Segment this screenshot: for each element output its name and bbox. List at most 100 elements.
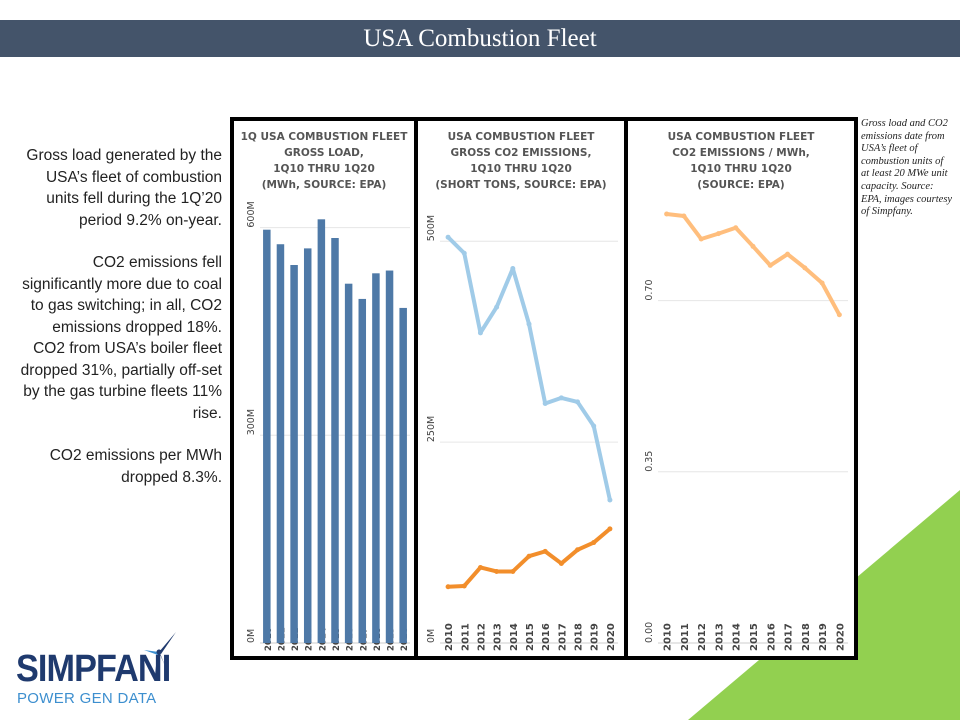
data-point-2020 [607, 526, 613, 532]
x-tick-label: 2017 [784, 623, 795, 651]
chart-title-line: 1Q10 THRU 1Q20 [690, 163, 792, 175]
x-tick-label: 2017 [557, 623, 568, 651]
y-tick-label: 0.70 [644, 279, 655, 300]
bar-2015 [331, 238, 339, 643]
chart-gross-load-title: 1Q USA COMBUSTION FLEET GROSS LOAD, 1Q10… [234, 129, 414, 193]
y-tick-label: 0.35 [644, 451, 655, 472]
chart-co2-per-mwh: 0.00 0.35 0.70 2010 2011 2012 2013 2014 2015 2016… [628, 121, 854, 656]
x-tick-label: 2018 [574, 623, 585, 651]
data-point-2014 [510, 568, 516, 574]
charts-frame: 0M 300M 600M 2010 2011 2012 2013 2014 2015 2016 20… [230, 117, 858, 660]
x-tick-label: 2020 [606, 623, 617, 651]
data-point-2012 [698, 236, 704, 242]
data-point-2016 [542, 548, 548, 554]
wind-turbine-icon [144, 632, 176, 681]
logo-wordmark: SIMPFANI [16, 648, 171, 690]
data-point-2011 [461, 250, 467, 256]
chart-title-line: (MWh, SOURCE: EPA) [261, 179, 387, 191]
series-line-light_orange [664, 212, 842, 317]
bar-2019 [385, 270, 394, 643]
chart-gross-co2: 0M 250M 500M 2010 2011 2012 2013 2014 2015 2016 20… [418, 121, 624, 656]
y-tick-label: 0.00 [644, 622, 655, 643]
summary-paragraph-1: Gross load generated by the USA’s fleet … [26, 147, 222, 229]
series-line-light_blue [446, 235, 612, 502]
x-tick-label: 2013 [714, 623, 725, 651]
data-point-2017 [785, 251, 791, 257]
y-tick-label: 0M [246, 629, 257, 643]
chart-title-line: USA COMBUSTION FLEET [447, 131, 595, 143]
summary-paragraph-2: CO2 emissions fell significantly more du… [20, 254, 222, 422]
x-tick-label: 2012 [476, 623, 487, 651]
y-tick-label: 0M [426, 629, 437, 643]
x-tick-label: 2019 [818, 623, 829, 651]
summary-text: Gross load generated by the USA’s fleet … [18, 145, 222, 509]
x-tick-label: 2020 [835, 623, 846, 651]
data-point-2015 [750, 243, 756, 249]
data-point-2020 [836, 312, 842, 318]
x-tick-label: 2015 [525, 623, 536, 651]
data-point-2016 [542, 401, 548, 407]
y-tick-label: 500M [426, 215, 437, 241]
simpfani-logo: SIMPFANI POWER GEN DATA [16, 628, 186, 710]
bar-2014 [317, 219, 326, 644]
x-tick-label: 2018 [801, 623, 812, 651]
chart-title-line: USA COMBUSTION FLEET [667, 131, 815, 143]
data-point-2019 [591, 540, 597, 546]
y-tick-label: 300M [246, 409, 257, 435]
data-point-2015 [526, 553, 532, 559]
logo-tagline: POWER GEN DATA [17, 690, 157, 707]
x-tick-label: 2016 [766, 623, 777, 651]
bar-2018 [372, 273, 380, 643]
x-tick-label: 2011 [680, 623, 691, 651]
data-point-2016 [767, 262, 773, 268]
data-point-2020 [607, 497, 613, 503]
chart-gross-co2-title: USA COMBUSTION FLEET GROSS CO2 EMISSIONS… [418, 129, 624, 193]
data-point-2011 [461, 583, 467, 589]
chart-title-line: CO2 EMISSIONS / MWh, [672, 147, 810, 159]
chart-title-line: GROSS CO2 EMISSIONS, [450, 147, 592, 159]
data-point-2019 [591, 423, 597, 429]
bar-2013 [303, 248, 312, 643]
chart-title-line: 1Q10 THRU 1Q20 [273, 163, 375, 175]
bar-2017 [358, 298, 367, 643]
x-tick-label: 2014 [509, 623, 520, 651]
data-point-2018 [802, 265, 808, 271]
summary-paragraph-3: CO2 emissions per MWh dropped 8.3%. [49, 447, 222, 486]
data-point-2011 [681, 213, 687, 219]
data-point-2017 [558, 395, 564, 401]
chart-title-line: GROSS LOAD, [284, 147, 364, 159]
chart-co2-per-mwh-title: USA COMBUSTION FLEET CO2 EMISSIONS / MWh… [628, 129, 854, 193]
x-tick-label: 2015 [749, 623, 760, 651]
data-point-2010 [664, 211, 670, 217]
data-point-2017 [558, 560, 564, 566]
data-point-2013 [494, 304, 500, 310]
data-point-2014 [510, 266, 516, 272]
data-point-2015 [526, 321, 532, 327]
data-point-2018 [575, 399, 581, 405]
x-tick-label: 2010 [444, 623, 455, 651]
data-point-2014 [733, 225, 739, 231]
data-point-2018 [575, 547, 581, 553]
x-tick-label: 2010 [663, 623, 674, 651]
chart-co2-per-mwh-plot: 0.00 0.35 0.70 2010 2011 2012 2013 2014 2015 2016… [644, 211, 848, 651]
bar-2011 [276, 244, 285, 643]
source-note: Gross load and CO2 emissions date from U… [861, 118, 953, 218]
bar-2016 [344, 283, 353, 643]
bar-2020 [399, 307, 407, 643]
x-tick-label: 2014 [732, 623, 743, 651]
page-title: USA Combustion Fleet [0, 20, 960, 57]
chart-gross-co2-plot: 0M 250M 500M 2010 2011 2012 2013 2014 2015 2016 20… [426, 215, 618, 651]
x-tick-label: 2011 [460, 623, 471, 651]
chart-title-line: (SOURCE: EPA) [697, 179, 785, 191]
chart-gross-load: 0M300M600M201020112012201320142015201620… [234, 121, 414, 656]
x-tick-label: 2016 [541, 623, 552, 651]
bar-2012 [290, 265, 298, 643]
bar-2010 [263, 229, 271, 643]
x-tick-label: 2013 [493, 623, 504, 651]
x-tick-label: 2019 [590, 623, 601, 651]
y-tick-label: 600M [246, 201, 257, 227]
data-point-2010 [445, 584, 451, 590]
data-point-2012 [477, 564, 483, 570]
chart-gross-load-plot: 0M300M600M201020112012201320142015201620… [246, 201, 410, 651]
chart-title-line: (SHORT TONS, SOURCE: EPA) [435, 179, 607, 191]
